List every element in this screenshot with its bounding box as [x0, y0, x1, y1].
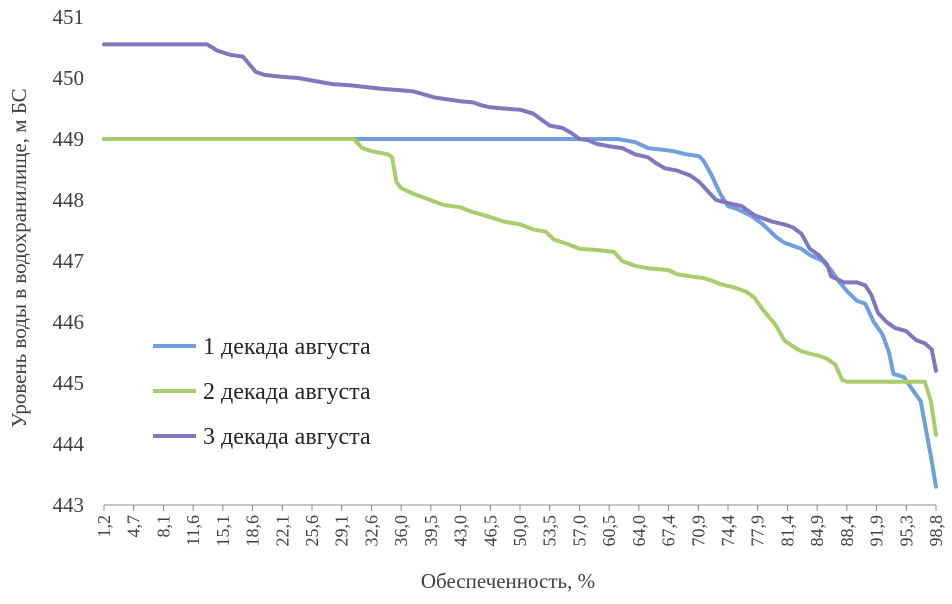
x-tick-label: 4,7: [124, 515, 144, 538]
y-axis: 443 444 445 446 447 448 449 450 451: [53, 5, 85, 517]
x-tick-label: 91,9: [867, 515, 887, 547]
x-tick-label: 43,0: [451, 515, 471, 547]
series-lines: [102, 42, 938, 489]
x-tick-label: 88,4: [837, 515, 857, 547]
x-tick-label: 57,0: [569, 515, 589, 547]
y-tick-label: 446: [53, 310, 85, 334]
x-tick-label: 95,3: [896, 515, 916, 547]
x-tick-label: 64,0: [629, 515, 649, 547]
legend: 1 декада августа 2 декада августа 3 декада…: [153, 334, 371, 450]
y-tick-label: 444: [53, 432, 85, 456]
x-tick-label: 11,6: [183, 515, 203, 546]
y-tick-label: 448: [53, 188, 85, 212]
x-tick-label: 70,9: [688, 515, 708, 547]
x-tick-label: 15,1: [213, 515, 233, 547]
series-line-2: [102, 137, 938, 437]
x-tick-label: 46,5: [480, 515, 500, 547]
x-tick-label: 60,5: [599, 515, 619, 547]
y-tick-label: 443: [53, 493, 85, 517]
x-tick-label: 81,4: [777, 515, 797, 547]
x-tick-label: 50,0: [510, 515, 530, 547]
x-tick-label: 1,2: [94, 515, 114, 538]
x-tick-label: 22,1: [272, 515, 292, 547]
x-axis-title: Обеспеченность, %: [421, 569, 595, 593]
x-tick-label: 18,6: [243, 515, 263, 547]
y-tick-label: 445: [53, 371, 85, 395]
series-line-3: [102, 42, 938, 373]
y-tick-label: 450: [53, 66, 85, 90]
x-tick-label: 25,6: [302, 515, 322, 547]
x-axis: 1,2 4,7 8,1 11,6 15,1 18,6 22,1 25,6 29,1 32,6 36,…: [94, 504, 946, 547]
legend-label-3: 3 декада августа: [203, 424, 371, 450]
y-tick-label: 451: [53, 5, 85, 29]
x-tick-label: 32,6: [361, 515, 381, 547]
x-tick-label: 39,5: [421, 515, 441, 547]
x-tick-label: 8,1: [153, 515, 173, 538]
y-tick-label: 449: [53, 127, 85, 151]
x-tick-label: 36,0: [391, 515, 411, 547]
series-line-1: [102, 137, 938, 489]
y-tick-label: 447: [53, 249, 85, 273]
x-tick-label: 53,5: [540, 515, 560, 547]
x-tick-label: 98,8: [926, 515, 946, 547]
x-tick-label: 67,4: [659, 515, 679, 547]
x-tick-label: 77,9: [748, 515, 768, 547]
x-tick-label: 84,9: [807, 515, 827, 547]
legend-label-1: 1 декада августа: [203, 334, 371, 360]
y-axis-title: Уровень воды в водохранилище, м БС: [7, 88, 31, 427]
x-tick-label: 74,4: [718, 515, 738, 547]
legend-label-2: 2 декада августа: [203, 379, 371, 405]
x-tick-label: 29,1: [332, 515, 352, 547]
